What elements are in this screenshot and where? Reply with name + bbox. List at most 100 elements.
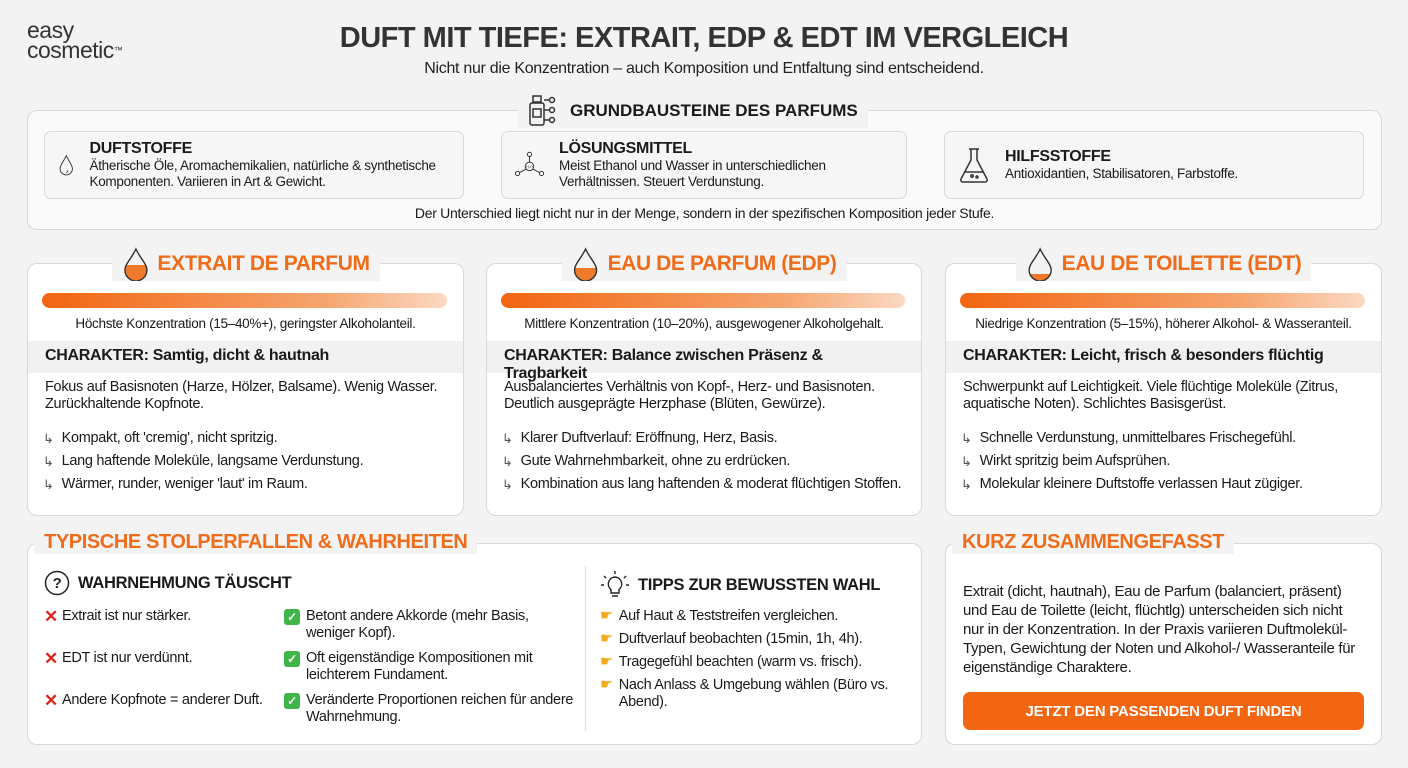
arrow-icon: ↳ (43, 431, 54, 446)
character-band: CHARAKTER: Leicht, frisch & besonders fl… (946, 341, 1381, 373)
find-fragrance-button[interactable]: JETZT DEN PASSENDEN DUFT FINDEN (963, 692, 1364, 730)
concentration-text: Mittlere Konzentration (10–20%), ausgewo… (524, 316, 884, 331)
droplet-icon (59, 154, 73, 176)
tip-text: Nach Anlass & Umgebung wählen (Büro vs. … (618, 677, 889, 710)
molecule-icon: H₂O (514, 151, 545, 177)
logo-line2: cosmetic (27, 37, 114, 63)
concentration-text: Höchste Konzentration (15–40%+), gerings… (75, 316, 416, 331)
type-title: EAU DE TOILETTE (EDT) (1015, 247, 1312, 281)
bullet-text: Klarer Duftverlauf: Eröffnung, Herz, Bas… (520, 430, 778, 446)
check-icon: ✓ (284, 693, 300, 709)
droplet-icon (123, 247, 148, 281)
bullet-text: Kompakt, oft 'cremig', nicht spritzig. (61, 430, 278, 446)
card-title: LÖSUNGSMITTEL (559, 140, 693, 157)
myth-truth-row: ✕ EDT ist nur verdünnt. ✓ Oft eigenständig… (44, 650, 584, 692)
type-description: Ausbalanciertes Verhältnis von Kopf-, He… (504, 379, 875, 412)
cross-icon: ✕ (44, 649, 58, 668)
brand-logo: easy cosmetic™ (27, 17, 123, 63)
check-icon: ✓ (284, 609, 300, 625)
arrow-icon: ↳ (43, 477, 54, 492)
tips-heading: TIPPS ZUR BEWUSSTEN WAHL (600, 570, 880, 600)
arrow-icon: ↳ (43, 454, 54, 469)
card-text: Ätherische Öle, Aromachemikalien, natürl… (89, 158, 437, 189)
arrow-icon: ↳ (502, 454, 513, 469)
bullet-item: ↳ Kombination aus lang haftenden & modera… (502, 476, 911, 493)
bullet-item: ↳ Schnelle Verdunstung, unmittelbares Fri… (961, 430, 1371, 447)
tip-item: ☛ Auf Haut & Teststreifen vergleichen. (600, 608, 910, 625)
card-text: Meist Ethanol und Wasser in unterschiedl… (559, 158, 826, 189)
pointing-hand-icon: ☛ (600, 608, 613, 624)
tip-item: ☛ Duftverlauf beobachten (15min, 1h, 4h). (600, 631, 910, 648)
bullet-text: Kombination aus lang haftenden & moderat… (520, 476, 902, 492)
lightbulb-icon (601, 571, 629, 597)
character-band: CHARAKTER: Balance zwischen Präsenz & Tr… (487, 341, 921, 382)
svg-text:H₂O: H₂O (526, 165, 533, 169)
type-title-text: EXTRAIT DE PARFUM (157, 252, 370, 275)
concentration-bar (42, 293, 447, 308)
bullet-item: ↳ Molekular kleinere Duftstoffe verlassen… (961, 476, 1371, 493)
perception-heading: ? WAHRNEHMUNG TÄUSCHT (44, 570, 292, 596)
card-title: HILFSSTOFFE (1005, 148, 1111, 165)
bullet-item: ↳ Gute Wahrnehmbarkeit, ohne zu erdrücken… (502, 453, 911, 470)
card-text: Antioxidantien, Stabilisatoren, Farbstof… (1005, 166, 1238, 181)
type-title-text: EAU DE TOILETTE (EDT) (1061, 252, 1302, 275)
bullet-text: Gute Wahrnehmbarkeit, ohne zu erdrücken. (520, 453, 791, 469)
basics-title-text: GRUNDBAUSTEINE DES PARFUMS (570, 101, 858, 120)
cross-icon: ✕ (44, 607, 58, 626)
concentration-bar (960, 293, 1365, 308)
type-description: Schwerpunkt auf Leichtigkeit. Viele flüc… (963, 379, 1338, 412)
perception-title: WAHRNEHMUNG TÄUSCHT (78, 573, 292, 592)
tip-item: ☛ Nach Anlass & Umgebung wählen (Büro vs.… (600, 677, 910, 711)
basics-footer: Der Unterschied liegt nicht nur in der M… (414, 205, 995, 221)
tip-text: Tragegefühl beachten (warm vs. frisch). (618, 654, 863, 670)
myth-text: Extrait ist nur stärker. (61, 608, 191, 624)
type-card: EAU DE PARFUM (EDP) Mittlere Konzentrati… (486, 247, 922, 516)
truth-text: Betont andere Akkorde (mehr Basis, wenig… (306, 608, 529, 641)
bullet-item: ↳ Klarer Duftverlauf: Eröffnung, Herz, Ba… (502, 430, 911, 447)
truth-text: Veränderte Proportionen reichen für ande… (306, 692, 574, 725)
type-title: EAU DE PARFUM (EDP) (561, 247, 847, 281)
tip-text: Duftverlauf beobachten (15min, 1h, 4h). (618, 631, 863, 647)
basics-card-loesungsmittel: H₂O LÖSUNGSMITTEL Meist Ethanol und Wasse… (501, 131, 907, 199)
myth-text: EDT ist nur verdünnt. (61, 650, 193, 666)
tip-item: ☛ Tragegefühl beachten (warm vs. frisch). (600, 654, 910, 671)
character-band: CHARAKTER: Samtig, dicht & hautnah (28, 341, 463, 373)
pointing-hand-icon: ☛ (600, 654, 613, 670)
divider (585, 566, 586, 731)
summary-text: Extrait (dicht, hautnah), Eau de Parfum … (963, 583, 1355, 676)
type-bullets: ↳ Kompakt, oft 'cremig', nicht spritzig. ↳… (43, 430, 453, 499)
arrow-icon: ↳ (961, 431, 972, 446)
myth-text: Andere Kopfnote = anderer Duft. (61, 692, 263, 708)
perfume-bottle-icon (529, 95, 556, 126)
bullet-text: Schnelle Verdunstung, unmittelbares Fris… (979, 430, 1297, 446)
bullet-item: ↳ Wirkt spritzig beim Aufsprühen. (961, 453, 1371, 470)
concentration-text: Niedrige Konzentration (5–15%), höherer … (975, 316, 1352, 331)
type-bullets: ↳ Schnelle Verdunstung, unmittelbares Fri… (961, 430, 1371, 499)
bullet-item: ↳ Wärmer, runder, weniger 'laut' im Raum. (43, 476, 453, 493)
pointing-hand-icon: ☛ (600, 677, 613, 693)
check-icon: ✓ (284, 651, 300, 667)
type-bullets: ↳ Klarer Duftverlauf: Eröffnung, Herz, Ba… (502, 430, 911, 499)
arrow-icon: ↳ (961, 454, 972, 469)
pitfalls-section: TYPISCHE STOLPERFALLEN & WAHRHEITEN ? WA… (27, 531, 922, 745)
bullet-text: Lang haftende Moleküle, langsame Verduns… (61, 453, 364, 469)
tips-title: TIPPS ZUR BEWUSSTEN WAHL (638, 575, 881, 594)
pointing-hand-icon: ☛ (600, 631, 613, 647)
truth-text: Oft eigenständige Kompositionen mit leic… (306, 650, 533, 683)
logo-line1: easy (27, 17, 74, 43)
type-card: EXTRAIT DE PARFUM Höchste Konzentration … (27, 247, 464, 516)
myth-truth-row: ✕ Andere Kopfnote = anderer Duft. ✓ Veränd… (44, 692, 584, 734)
bullet-text: Wirkt spritzig beim Aufsprühen. (979, 453, 1171, 469)
basics-card-duftstoffe: DUFTSTOFFE Ätherische Öle, Aromachemikali… (44, 131, 464, 199)
question-icon: ? (44, 570, 70, 596)
type-card: EAU DE TOILETTE (EDT) Niedrige Konzentra… (945, 247, 1382, 516)
bullet-text: Molekular kleinere Duftstoffe verlassen … (979, 476, 1303, 492)
summary-title: KURZ ZUSAMMENGEFASST (952, 531, 1235, 554)
type-description: Fokus auf Basisnoten (Harze, Hölzer, Bal… (45, 379, 438, 412)
page-subtitle: Nicht nur die Konzentration – auch Kompo… (424, 60, 984, 77)
pitfalls-title: TYPISCHE STOLPERFALLEN & WAHRHEITEN (34, 531, 478, 554)
card-title: DUFTSTOFFE (89, 140, 193, 157)
bullet-item: ↳ Lang haftende Moleküle, langsame Verdun… (43, 453, 453, 470)
basics-title: GRUNDBAUSTEINE DES PARFUMS (518, 94, 868, 128)
droplet-icon (573, 247, 598, 281)
